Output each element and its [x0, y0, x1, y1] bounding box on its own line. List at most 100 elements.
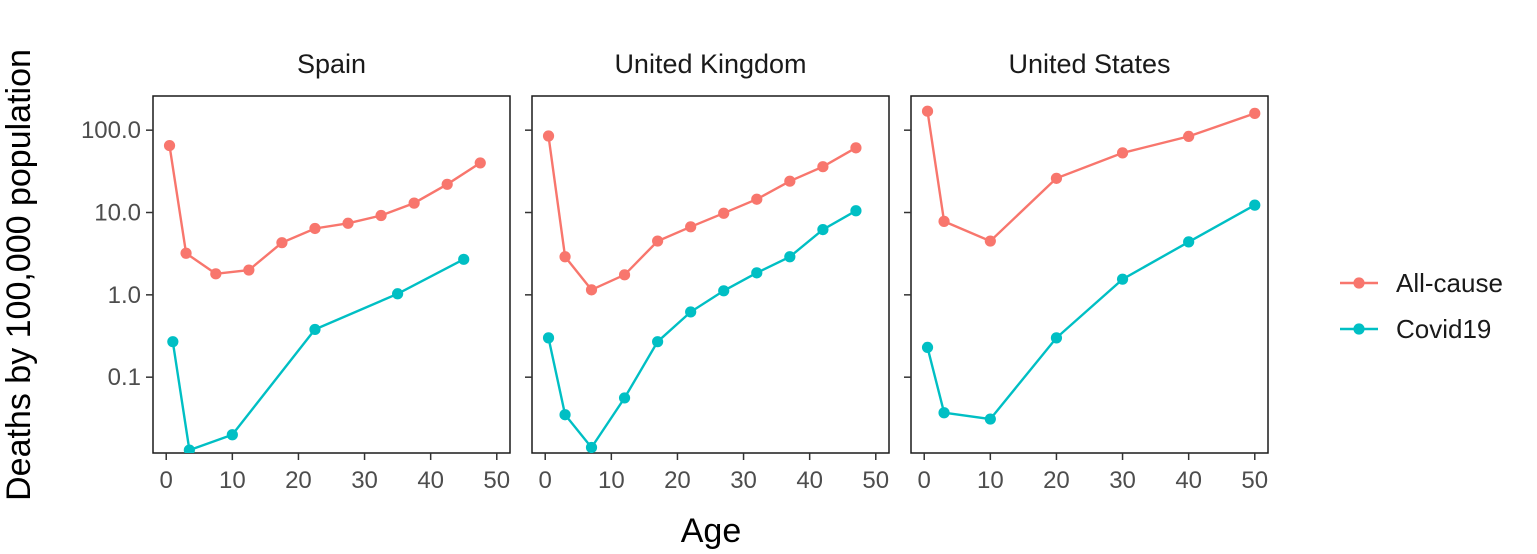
x-tick-label: 50 — [862, 467, 889, 494]
x-tick-label: 20 — [664, 467, 691, 494]
x-tick-label: 30 — [351, 467, 378, 494]
data-point — [1050, 332, 1063, 344]
data-point — [559, 409, 571, 421]
data-point — [542, 332, 555, 344]
data-point — [652, 235, 664, 247]
data-point — [1183, 130, 1195, 143]
x-tick-label: 40 — [1175, 467, 1202, 494]
panel-1: United Kingdom 0 10 20 30 40 50 — [525, 49, 890, 494]
series-all-cause — [921, 105, 1261, 247]
legend-label: Covid19 — [1396, 314, 1491, 344]
x-tick-label: 20 — [285, 467, 312, 494]
y-tick-label: 0.1 — [108, 364, 141, 391]
data-point — [618, 269, 631, 281]
data-point — [408, 197, 420, 209]
data-point — [585, 441, 598, 453]
panel-frame — [152, 95, 511, 454]
x-axis-title: Age — [681, 512, 742, 550]
data-point — [585, 284, 598, 296]
data-point — [784, 175, 796, 187]
x-tick-label: 50 — [1241, 467, 1268, 494]
data-point — [167, 336, 179, 348]
panel-frame — [910, 95, 1269, 454]
data-point — [652, 336, 664, 348]
data-point — [1116, 147, 1129, 159]
data-point — [392, 288, 404, 300]
data-point — [276, 237, 288, 249]
x-tick-label: 10 — [977, 467, 1004, 494]
data-point — [210, 268, 222, 280]
data-point — [984, 413, 996, 425]
legend-item-all-cause: All-cause — [1340, 268, 1503, 298]
data-point — [458, 253, 470, 265]
data-point — [1183, 236, 1195, 248]
legend-label: All-cause — [1396, 268, 1503, 298]
x-tick-label: 30 — [730, 467, 757, 494]
series-covid19 — [167, 253, 470, 453]
x-tick-label: 30 — [1109, 467, 1136, 494]
data-point — [309, 323, 321, 336]
data-point — [542, 130, 555, 142]
data-point — [163, 139, 176, 152]
series-covid19 — [921, 199, 1261, 425]
y-axis-title: Deaths by 100,000 population — [0, 49, 38, 501]
series-all-cause — [163, 139, 486, 280]
data-point — [921, 341, 934, 353]
panel-title: United Kingdom — [614, 49, 806, 79]
data-point — [243, 264, 255, 276]
data-point — [441, 178, 453, 190]
data-point — [1116, 273, 1129, 285]
panel-2: United States 0 10 20 30 40 50 — [904, 49, 1269, 494]
data-point — [784, 251, 796, 263]
data-point — [226, 429, 238, 441]
legend-key-point — [1353, 323, 1365, 335]
x-tick-label: 40 — [796, 467, 823, 494]
data-point — [817, 223, 829, 236]
data-point — [685, 221, 697, 233]
data-point — [938, 215, 950, 227]
data-point — [850, 142, 862, 154]
panel-title: Spain — [297, 49, 366, 79]
data-point — [718, 207, 730, 219]
series-covid19 — [542, 205, 862, 453]
data-point — [751, 267, 763, 279]
legend: All-cause Covid19 — [1340, 268, 1503, 344]
x-tick-label: 10 — [598, 467, 625, 494]
data-point — [474, 157, 486, 169]
data-point — [921, 105, 934, 117]
data-point — [938, 407, 950, 419]
data-point — [1249, 107, 1261, 119]
panel-title: United States — [1008, 49, 1170, 79]
data-point — [984, 235, 996, 247]
x-tick-label: 50 — [483, 467, 510, 494]
data-point — [1249, 199, 1261, 211]
y-tick-label: 1.0 — [108, 282, 141, 309]
data-point — [751, 193, 763, 205]
data-point — [817, 161, 829, 173]
data-point — [718, 285, 730, 297]
series-all-cause — [542, 130, 862, 296]
x-tick-label: 0 — [539, 467, 552, 494]
data-point — [183, 444, 195, 453]
x-tick-label: 10 — [219, 467, 246, 494]
data-point — [180, 247, 192, 259]
series-line — [171, 258, 465, 452]
data-point — [559, 251, 571, 263]
legend-key-point — [1353, 277, 1365, 289]
data-point — [850, 205, 862, 217]
y-tick-label: 10.0 — [94, 200, 141, 227]
y-tick-label: 100.0 — [81, 117, 141, 144]
data-point — [309, 222, 321, 235]
legend-item-covid19: Covid19 — [1340, 314, 1491, 344]
data-point — [1050, 172, 1063, 184]
data-point — [618, 392, 631, 404]
data-point — [342, 217, 354, 229]
data-point — [685, 306, 697, 318]
panel-0: Spain 0 10 20 30 40 50 0.1 1.0 10.0 100.0 — [81, 49, 511, 494]
x-tick-label: 0 — [160, 467, 173, 494]
x-tick-label: 0 — [918, 467, 931, 494]
panel-frame — [531, 95, 890, 454]
panels-layer: Spain 0 10 20 30 40 50 0.1 1.0 10.0 100.0 United Ki… — [81, 49, 1269, 494]
x-tick-label: 20 — [1043, 467, 1070, 494]
